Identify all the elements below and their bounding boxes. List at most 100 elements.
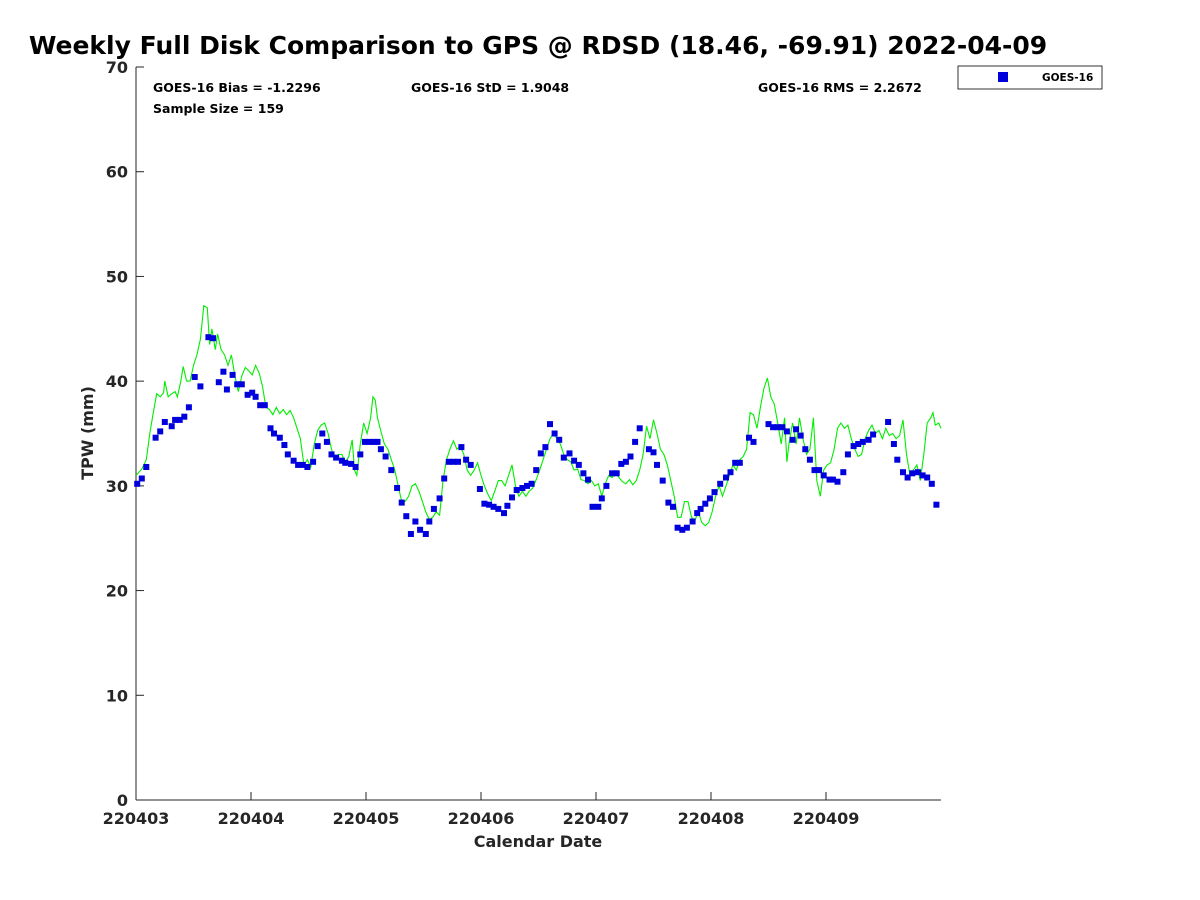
goes16-data-point [850,443,857,450]
goes16-data-point [134,480,141,487]
goes16-data-point [551,430,558,437]
goes16-data-point [829,476,836,483]
goes16-data-point [770,424,777,431]
goes16-data-point [304,464,311,470]
goes16-data-point [598,495,605,502]
y-tick-label: 50 [106,267,128,286]
goes16-data-point [314,443,321,450]
goes16-data-point [229,371,236,378]
plot-area: 0 10 20 30 40 50 60 70 220403 220404 220405 220406 2… [103,58,942,828]
y-axis-label: TPW (mm) [78,386,97,480]
goes16-data-point [441,475,448,482]
goes16-data-point [765,421,772,428]
goes16-data-point [618,460,625,467]
goes16-data-point [797,432,804,439]
goes16-data-point [793,426,800,433]
goes16-data-point [295,461,302,468]
x-tick-label: 220403 [103,809,170,828]
goes16-data-point [575,461,582,468]
goes16-data-point [361,438,368,445]
goes16-data-point [352,464,359,470]
goes16-data-point [333,454,340,461]
goes16-data-point [450,458,457,465]
x-tick-label: 220408 [678,809,745,828]
goes16-data-point [627,453,634,460]
goes16-data-point [261,402,268,409]
goes16-data-point [284,451,291,458]
goes16-data-point [732,459,739,466]
goes16-data-point [697,505,704,512]
goes16-data-point [589,503,596,510]
goes16-data-point [371,438,377,445]
goes16-data-point [702,500,709,507]
y-tick-label: 60 [106,163,128,182]
goes16-data-point [717,480,724,487]
x-tick-label: 220405 [333,809,400,828]
x-tick-label: 220406 [448,809,515,828]
goes16-data-point [513,487,520,493]
goes16-data-point [445,458,452,465]
goes16-data-point [524,482,530,489]
goes16-data-point [844,451,851,458]
goes16-data-point [556,436,563,443]
goes16-data-point [924,474,931,481]
goes16-data-point [234,381,241,388]
goes16-data-point [865,436,872,443]
goes16-data-point [215,379,222,386]
x-tick-label: 220404 [218,809,285,828]
legend-label-goes16: GOES-16 [1042,72,1093,84]
stat-rms: GOES-16 RMS = 2.2672 [758,80,922,95]
goes16-data-point [890,441,897,447]
goes16-data-point [490,503,497,510]
goes16-data-point [398,499,405,506]
goes16-data-point [152,434,159,441]
goes16-data-point [504,502,511,509]
goes16-data-point [185,404,192,411]
goes16-data-point [458,444,465,451]
goes16-data-point [542,444,549,451]
goes16-data-point [276,434,283,441]
goes16-data-point [366,438,373,445]
goes16-data-point [571,457,578,464]
goes16-data-point [388,467,395,474]
goes16-data-point [168,423,175,430]
goes16-data-point [181,413,188,420]
goes16-data-point [706,495,713,502]
goes16-data-point [694,510,701,517]
goes16-data-point [348,460,355,467]
goes16-data-point [528,480,535,487]
goes16-data-point [252,393,259,400]
goes16-data-point [746,434,752,441]
goes16-data-point [654,461,660,468]
x-tick-label: 220407 [563,809,630,828]
stat-bias: GOES-16 Bias = -1.2296 [153,80,321,95]
goes16-data-point [407,531,414,537]
goes16-data-point [403,513,410,520]
goes16-data-point [711,489,718,496]
goes16-data-point [290,457,297,464]
stat-sample-size: Sample Size = 159 [153,101,284,116]
goes16-data-point [670,503,676,510]
goes16-data-point [723,474,729,481]
goes16-data-point [811,467,818,474]
goes16-data-point [430,505,437,512]
goes16-data-point [249,389,256,396]
goes16-data-point [138,475,145,482]
goes16-data-point [632,438,639,445]
goes16-data-point [436,495,443,502]
goes16-data-point [374,438,381,445]
stat-std: GOES-16 StD = 1.9048 [411,80,569,95]
goes16-data-point [394,485,401,491]
goes16-data-point [547,421,553,428]
goes16-data-point [267,425,274,432]
goes16-data-point [382,453,389,460]
goes16-data-point [859,438,866,445]
goes16-data-point [595,503,602,510]
goes16-data-point [412,518,419,525]
goes16-data-point [820,472,827,479]
goes16-data-point [172,416,179,423]
goes16-data-point [509,494,515,501]
legend-box [957,65,1103,90]
goes16-data-point [802,446,809,453]
y-tick-label: 30 [106,477,128,496]
